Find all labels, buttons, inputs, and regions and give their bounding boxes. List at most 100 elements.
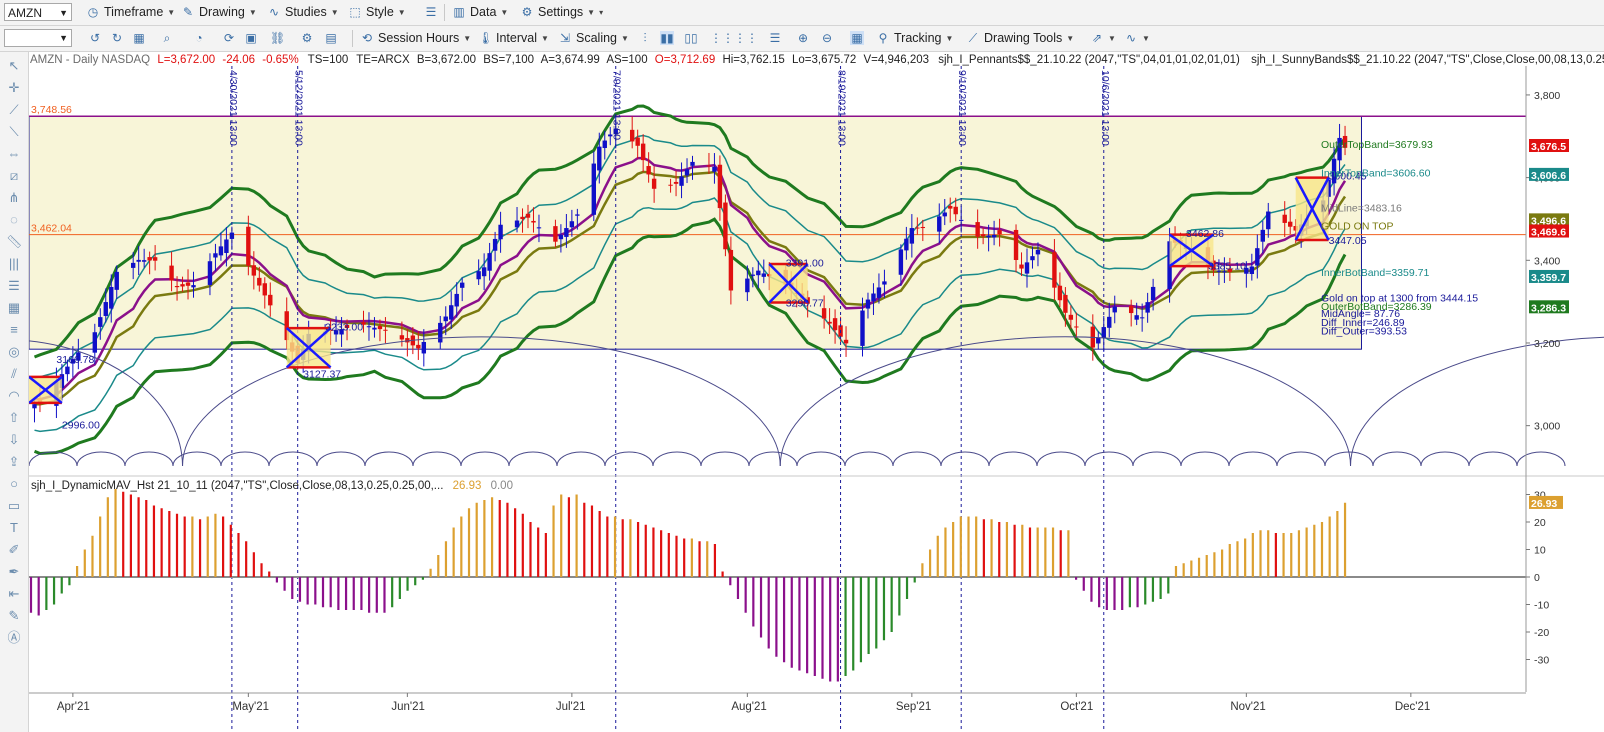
exit-icon[interactable]: ⇤ [8,586,20,601]
studies-menu[interactable]: ∿ Studies ▼ [267,2,339,22]
chevron-down-icon[interactable]: ▼ [59,8,68,18]
outer-top-band [33,104,1347,359]
arrow-up-marker-icon[interactable]: ⇪ [8,454,20,469]
undo-button[interactable]: ↺ [88,28,102,48]
image-button[interactable]: ▣ [244,28,258,48]
horizontal-line-icon[interactable]: ⇔ [7,146,21,161]
drawing-tools-label: Drawing Tools [984,31,1063,45]
candle-body [860,310,865,346]
session-hours-menu[interactable]: ⟲ Session Hours ▼ [360,28,471,48]
data-window-button[interactable]: ▦ [850,28,864,48]
session-icon: ⟲ [361,31,373,45]
reference-line-label: 3,748.56 [31,104,72,116]
pitchfork-icon[interactable]: ⋔ [8,190,20,205]
candle-body [383,329,388,331]
ruler-icon[interactable]: 📏︎ [6,234,23,249]
redo-button[interactable]: ↻ [110,28,124,48]
pointer-icon[interactable]: ↖ [8,58,20,73]
small-cycle-arc [1180,451,1230,467]
timeframe-menu[interactable]: ◷ Timeframe ▼ [86,2,175,22]
channel-icon[interactable]: ⧄ [9,168,19,183]
candle-body [690,161,695,166]
candle-body [832,318,838,331]
pen-icon[interactable]: ✒ [8,564,20,579]
candle-body [882,281,887,285]
drawing-tools-menu[interactable]: ⟋ Drawing Tools ▼ [966,28,1074,48]
settings-menu[interactable]: ⚙ Settings ▼ ▾ [520,2,604,22]
tracking-menu[interactable]: ⚲ Tracking ▼ [876,28,954,48]
candle-body [459,282,465,288]
candle-body [745,278,750,293]
brush-icon[interactable]: ✐ [8,542,20,557]
candle-body [909,228,915,244]
header-open: O=3,712.69 [655,54,715,66]
properties-button[interactable]: ⚙ [300,28,314,48]
zoom-in-button[interactable]: ⊕ [796,28,810,48]
trendline-icon[interactable]: ⟋ [9,102,19,117]
fib-grid-icon[interactable]: ▦ [7,300,21,315]
small-cycle-arc [1468,451,1518,467]
candle-body [520,216,525,220]
zoom-find-button[interactable]: ⌕ [160,28,174,48]
gann-icon[interactable]: ◎ [8,344,20,359]
hollow-candle-button[interactable]: ▯▯ [684,28,698,48]
candle-body [257,277,262,286]
arrow-up-icon[interactable]: ⇧ [8,410,20,425]
candle-chart-button[interactable]: ▮▮ [660,28,674,48]
candle-body [246,226,251,266]
candle-body [597,146,602,171]
arc-icon[interactable]: ◠ [8,388,20,403]
ellipse-icon[interactable]: ○ [10,476,18,491]
style-menu[interactable]: ⬚ Style ▼ [348,2,405,22]
scaling-menu[interactable]: ⇲ Scaling ▼ [558,28,629,48]
candle-body [416,344,421,349]
candle-body [1150,286,1156,301]
candle-body [1019,264,1024,269]
speed-lines-icon[interactable]: ⫽ [11,366,17,381]
candle-body [136,259,141,262]
bar-chart-button[interactable]: ⫶ [638,28,652,48]
header-te: TE=ARCX [356,54,410,66]
link-button[interactable]: ⛓ [270,28,285,48]
crosshair-icon[interactable]: ✛ [8,80,20,95]
candle-body [1255,248,1260,266]
chevron-down-icon[interactable]: ▼ [59,33,68,43]
chart-area[interactable]: AMZN - Daily NASDAQ L=3,672.00 -24.06 -0… [29,52,1604,732]
data-menu[interactable]: ▥ Data ▼ [452,2,508,22]
session-hours-label: Session Hours [378,31,460,45]
drawing-menu[interactable]: ✎ Drawing ▼ [181,2,257,22]
interval-menu[interactable]: 🌡︎ Interval ▼ [478,28,549,48]
toolbar-divider [444,4,445,21]
cycle-icon[interactable]: ◌ [10,212,18,227]
vertical-lines-icon[interactable]: ||| [8,256,20,271]
bars-left-button[interactable]: ⋮⋮ [710,28,734,48]
grid-button[interactable]: ▦ [132,28,146,48]
interval-input[interactable]: ▼ [4,29,72,47]
add-study-button[interactable]: ⇗ ▼ [1090,28,1116,48]
candle-body [1139,317,1145,319]
fib-time-icon[interactable]: ≡ [10,322,18,337]
price-badge-label: 3,359.7 [1531,272,1566,284]
undo-icon: ↺ [89,31,101,45]
format-button[interactable]: ▤ [324,28,338,48]
highlighter-icon[interactable]: ✎ [8,608,20,623]
layout-button[interactable]: ☰ [424,2,438,22]
arrow-down-icon[interactable]: ⇩ [8,432,20,447]
rectangle-icon[interactable]: ▭ [7,498,21,513]
ray-icon[interactable]: ⟍ [9,124,19,139]
bars-right-button[interactable]: ⋮⋮ [734,28,758,48]
candle-body [1326,179,1331,197]
time-axis-label: Jul'21 [556,701,586,713]
zoom-out-button[interactable]: ⊖ [820,28,834,48]
speed-button[interactable]: ◔ [192,28,206,48]
indicator-button[interactable]: ∿ ▼ [1124,28,1150,48]
small-cycle-arc [460,451,510,467]
symbol-input[interactable]: AMZN ▼ [4,3,72,21]
text-box-icon[interactable]: Ⓐ [7,630,21,645]
fibonacci-icon[interactable]: ☰ [8,278,20,293]
text-icon[interactable]: T [10,520,18,535]
window-layout-button[interactable]: ☰ [768,28,782,48]
refresh-button[interactable]: ⟳ [222,28,236,48]
price-annotation: 3391.00 [786,258,824,270]
histogram-pane [29,489,1526,682]
